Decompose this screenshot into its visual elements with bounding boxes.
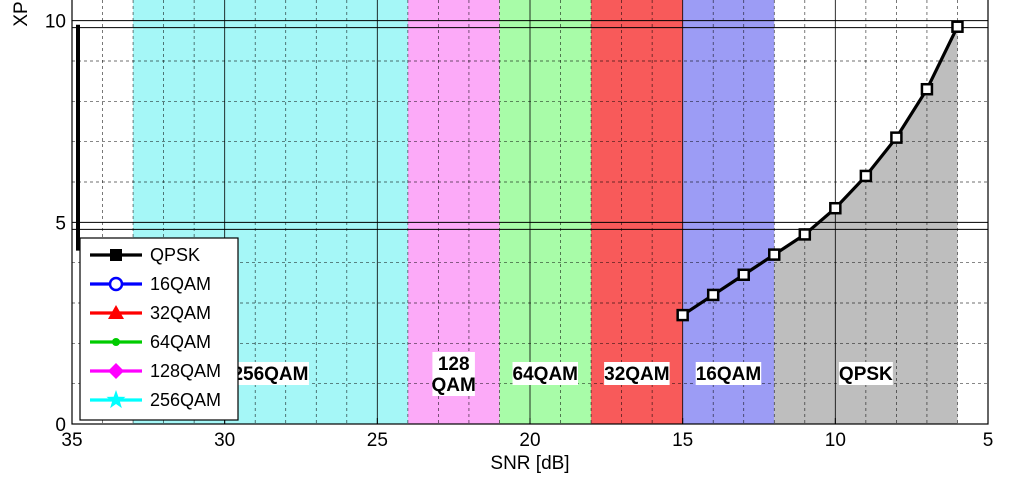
legend-label-32qam: 32QAM <box>150 303 211 323</box>
region-labels: 256QAM 128QAM 64QAM 32QAM 16QAM QPSK <box>231 352 893 396</box>
legend-label-qpsk: QPSK <box>150 245 200 265</box>
data-point-qpsk <box>676 308 689 322</box>
data-point-qpsk <box>737 268 750 282</box>
data-point-qpsk <box>829 201 842 215</box>
region-label: 32QAM <box>604 364 669 385</box>
y-tick-label: 5 <box>55 213 66 234</box>
data-point-qpsk <box>890 131 903 144</box>
region-64qam <box>499 0 592 424</box>
y-tick-label: 0 <box>55 415 66 436</box>
legend-label-256qam: 256QAM <box>150 390 221 410</box>
data-point-qpsk <box>706 288 720 302</box>
y-tick-label: 10 <box>45 12 66 33</box>
legend-label-64qam: 64QAM <box>150 332 211 352</box>
legend-marker-64qam <box>112 338 120 346</box>
legend-label-16qam: 16QAM <box>150 274 211 294</box>
region-qpsk-area <box>774 26 958 424</box>
region-label: 64QAM <box>513 364 578 385</box>
legend-marker-32qam <box>108 305 124 319</box>
region-label-background <box>432 352 475 396</box>
x-tick-label: 20 <box>519 430 540 451</box>
region-label: QAM <box>432 375 476 396</box>
region-label-background <box>604 362 670 385</box>
region-label-background <box>838 362 893 385</box>
x-tick-label: 15 <box>672 430 693 451</box>
y-axis-label: XP <box>11 1 32 26</box>
data-series <box>676 20 964 322</box>
data-point-qpsk <box>859 169 873 183</box>
data-point-qpsk <box>920 82 934 96</box>
x-tick-label: 35 <box>61 430 82 451</box>
x-axis-label: SNR [dB] <box>490 453 569 474</box>
reference-lines <box>72 20 988 230</box>
x-tick-label: 30 <box>214 430 235 451</box>
region-label: 16QAM <box>696 364 761 385</box>
region-label-background <box>695 362 762 385</box>
region-label: QPSK <box>839 364 893 385</box>
data-point-qpsk <box>798 228 812 241</box>
data-point-qpsk <box>951 20 964 33</box>
x-tick-label: 10 <box>825 430 846 451</box>
legend-box <box>79 237 239 421</box>
axis-ticks: 35 30 25 20 15 10 5 0 5 10 <box>45 12 993 451</box>
series-line-qpsk <box>681 26 959 317</box>
region-16qam <box>682 0 775 424</box>
legend-marker-128qam <box>108 363 124 379</box>
region-label: 256QAM <box>232 364 308 385</box>
data-point-qpsk <box>768 248 781 261</box>
x-tick-label: 25 <box>367 430 388 451</box>
modulation-regions <box>133 0 958 424</box>
legend-marker-256qam <box>106 390 126 409</box>
legend-marker-16qam <box>108 276 124 292</box>
legend-label-128qam: 128QAM <box>150 361 221 381</box>
region-label: 128 <box>438 354 470 375</box>
legend-marker-qpsk <box>110 249 122 261</box>
region-32qam <box>591 0 683 424</box>
legend: QPSK 16QAM 32QAM 64QAM 128QAM 256QAM <box>79 237 239 421</box>
x-tick-label: 5 <box>983 430 994 451</box>
region-label-background <box>512 362 579 385</box>
region-label-background <box>231 362 309 385</box>
